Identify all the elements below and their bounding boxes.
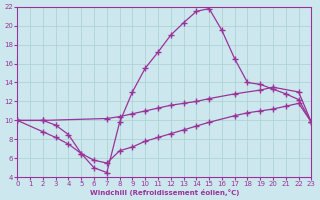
X-axis label: Windchill (Refroidissement éolien,°C): Windchill (Refroidissement éolien,°C) <box>90 189 239 196</box>
